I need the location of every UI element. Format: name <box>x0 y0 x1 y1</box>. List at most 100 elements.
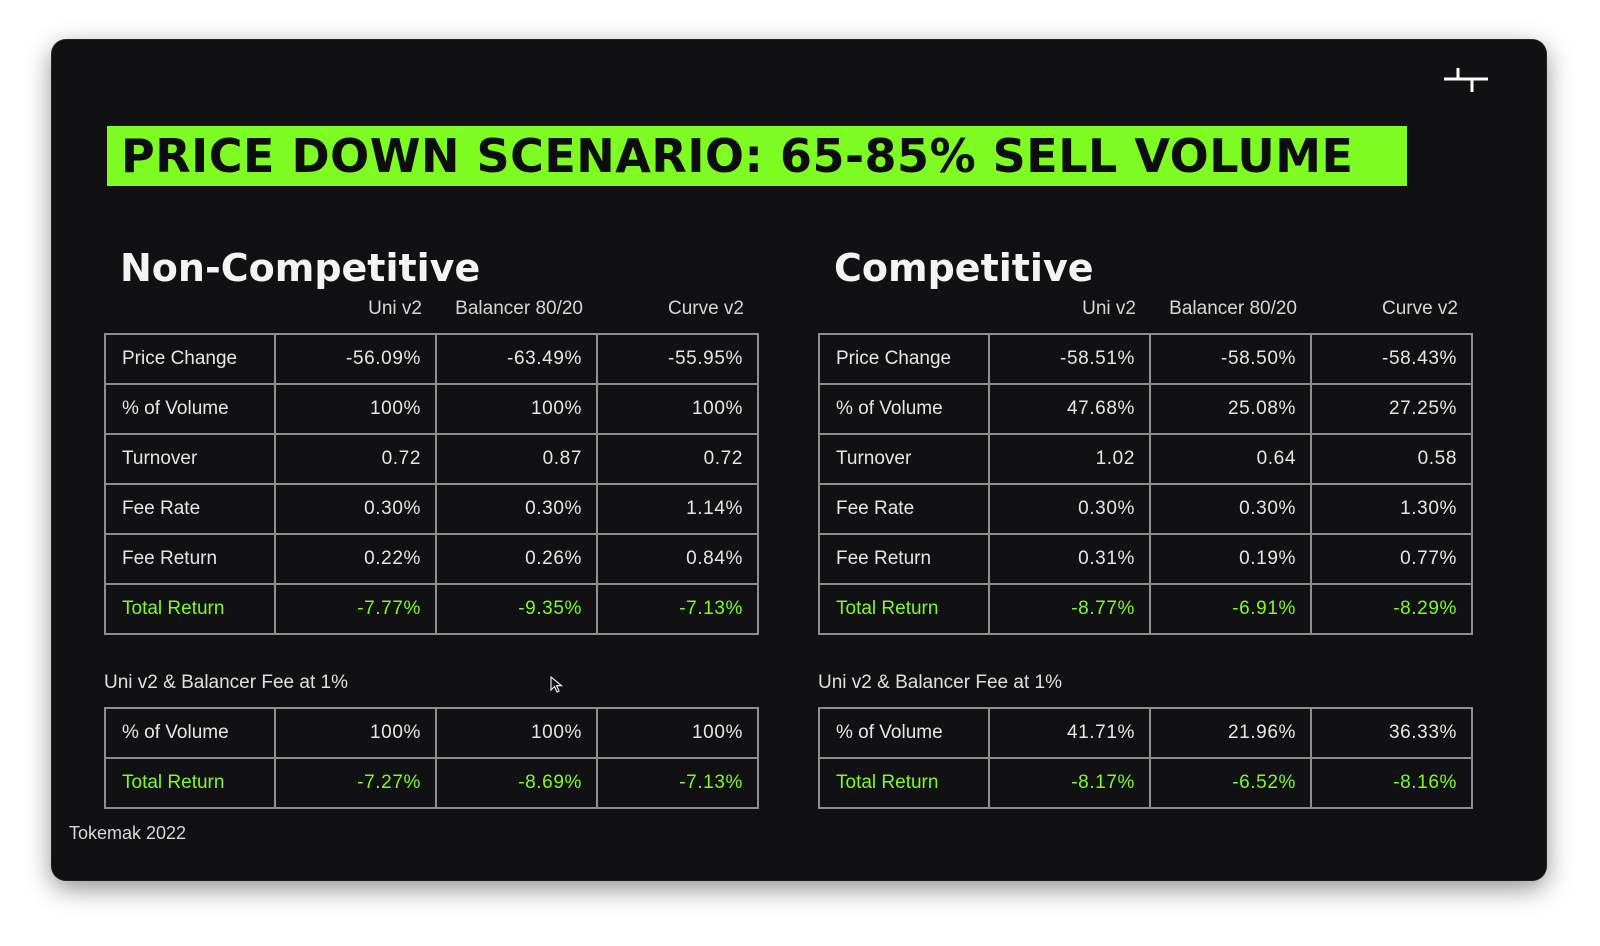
table-row: Fee Rate 0.30% 0.30% 1.14% <box>104 483 759 535</box>
table-cell: -63.49% <box>435 333 598 385</box>
nc-main-body: Price Change -56.09% -63.49% -55.95%% of Vo… <box>104 333 759 635</box>
footer-credit: Tokemak 2022 <box>69 823 187 843</box>
non-competitive-title: Non-Competitive <box>120 246 481 290</box>
table-cell: 0.30% <box>274 483 437 535</box>
table-cell: -8.29% <box>1310 583 1473 635</box>
table-cell: 21.96% <box>1149 707 1312 759</box>
table-cell: 36.33% <box>1310 707 1473 759</box>
table-cell: 0.26% <box>435 533 598 585</box>
table-cell: 100% <box>596 707 759 759</box>
nc-col-header-curve: Curve v2 <box>667 298 744 319</box>
non-competitive-table: Price Change -56.09% -63.49% -55.95%% of Vo… <box>104 333 759 635</box>
table-cell: 0.22% <box>274 533 437 585</box>
table-row: Turnover 1.02 0.64 0.58 <box>818 433 1473 485</box>
competitive-table: Price Change -58.51% -58.50% -58.43%% of Vo… <box>818 333 1473 635</box>
row-label: % of Volume <box>104 707 276 759</box>
table-cell: 0.77% <box>1310 533 1473 585</box>
c-col-header-balancer: Balancer 80/20 <box>1169 298 1297 319</box>
row-label: % of Volume <box>818 707 990 759</box>
table-cell: 1.14% <box>596 483 759 535</box>
table-cell: 0.64 <box>1149 433 1312 485</box>
table-cell: -7.13% <box>596 583 759 635</box>
c-col-header-uni: Uni v2 <box>1082 298 1136 319</box>
row-label: Turnover <box>818 433 990 485</box>
mouse-cursor-icon <box>550 676 564 693</box>
row-label: Fee Rate <box>104 483 276 535</box>
table-cell: 0.87 <box>435 433 598 485</box>
c-fee-body: % of Volume 41.71% 21.96% 36.33% Total Retur… <box>818 707 1473 809</box>
row-label: % of Volume <box>818 383 990 435</box>
table-cell: 100% <box>435 707 598 759</box>
table-cell: -8.17% <box>988 757 1151 809</box>
table-row: Fee Return 0.22% 0.26% 0.84% <box>104 533 759 585</box>
table-row: Price Change -58.51% -58.50% -58.43% <box>818 333 1473 385</box>
slide-frame: PRICE DOWN SCENARIO: 65-85% SELL VOLUME … <box>52 40 1546 880</box>
c-col-header-curve: Curve v2 <box>1381 298 1458 319</box>
nc-col-header-balancer: Balancer 80/20 <box>455 298 583 319</box>
table-row: Total Return -7.77% -9.35% -7.13% <box>104 583 759 635</box>
table-cell: -55.95% <box>596 333 759 385</box>
table-cell: 100% <box>274 707 437 759</box>
table-cell: -58.50% <box>1149 333 1312 385</box>
row-label: Total Return <box>104 583 276 635</box>
table-cell: 0.30% <box>988 483 1151 535</box>
title-banner: PRICE DOWN SCENARIO: 65-85% SELL VOLUME <box>107 126 1407 186</box>
table-cell: 0.30% <box>435 483 598 535</box>
table-cell: 0.31% <box>988 533 1151 585</box>
table-cell: 41.71% <box>988 707 1151 759</box>
row-label: Turnover <box>104 433 276 485</box>
non-competitive-fee-table: % of Volume 100% 100% 100% Total Return -7.27… <box>104 707 759 809</box>
table-row: Total Return -7.27% -8.69% -7.13% <box>104 757 759 809</box>
nc-fee-note: Uni v2 & Balancer Fee at 1% <box>104 672 348 693</box>
table-cell: -8.77% <box>988 583 1151 635</box>
table-cell: -6.52% <box>1149 757 1312 809</box>
table-cell: 25.08% <box>1149 383 1312 435</box>
table-cell: 0.72 <box>274 433 437 485</box>
table-row: Total Return -8.17% -6.52% -8.16% <box>818 757 1473 809</box>
row-label: Total Return <box>818 583 990 635</box>
table-row: % of Volume 100% 100% 100% <box>104 707 759 759</box>
row-label: Fee Rate <box>818 483 990 535</box>
table-cell: 0.30% <box>1149 483 1312 535</box>
table-cell: -8.69% <box>435 757 598 809</box>
table-cell: 0.84% <box>596 533 759 585</box>
table-row: % of Volume 47.68% 25.08% 27.25% <box>818 383 1473 435</box>
competitive-title: Competitive <box>834 246 1094 290</box>
c-fee-note: Uni v2 & Balancer Fee at 1% <box>818 672 1062 693</box>
competitive-fee-table: % of Volume 41.71% 21.96% 36.33% Total Retur… <box>818 707 1473 809</box>
row-label: % of Volume <box>104 383 276 435</box>
table-row: Turnover 0.72 0.87 0.72 <box>104 433 759 485</box>
table-cell: 1.02 <box>988 433 1151 485</box>
table-cell: 27.25% <box>1310 383 1473 435</box>
table-cell: -58.43% <box>1310 333 1473 385</box>
table-cell: -7.13% <box>596 757 759 809</box>
table-row: Fee Return 0.31% 0.19% 0.77% <box>818 533 1473 585</box>
table-row: Total Return -8.77% -6.91% -8.29% <box>818 583 1473 635</box>
table-cell: -58.51% <box>988 333 1151 385</box>
table-row: % of Volume 41.71% 21.96% 36.33% <box>818 707 1473 759</box>
table-cell: -6.91% <box>1149 583 1312 635</box>
table-cell: -7.27% <box>274 757 437 809</box>
table-cell: -8.16% <box>1310 757 1473 809</box>
table-cell: 1.30% <box>1310 483 1473 535</box>
table-row: % of Volume 100% 100% 100% <box>104 383 759 435</box>
row-label: Fee Return <box>104 533 276 585</box>
slide-title: PRICE DOWN SCENARIO: 65-85% SELL VOLUME <box>121 129 1354 183</box>
table-cell: -9.35% <box>435 583 598 635</box>
row-label: Price Change <box>104 333 276 385</box>
row-label: Total Return <box>104 757 276 809</box>
table-row: Price Change -56.09% -63.49% -55.95% <box>104 333 759 385</box>
row-label: Total Return <box>818 757 990 809</box>
table-cell: -56.09% <box>274 333 437 385</box>
nc-fee-body: % of Volume 100% 100% 100% Total Return -7.27… <box>104 707 759 809</box>
table-cell: 0.19% <box>1149 533 1312 585</box>
table-cell: 0.72 <box>596 433 759 485</box>
table-row: Fee Rate 0.30% 0.30% 1.30% <box>818 483 1473 535</box>
row-label: Price Change <box>818 333 990 385</box>
nc-col-header-uni: Uni v2 <box>368 298 422 319</box>
c-main-body: Price Change -58.51% -58.50% -58.43%% of Vo… <box>818 333 1473 635</box>
table-cell: -7.77% <box>274 583 437 635</box>
table-cell: 0.58 <box>1310 433 1473 485</box>
table-cell: 100% <box>596 383 759 435</box>
table-cell: 100% <box>274 383 437 435</box>
